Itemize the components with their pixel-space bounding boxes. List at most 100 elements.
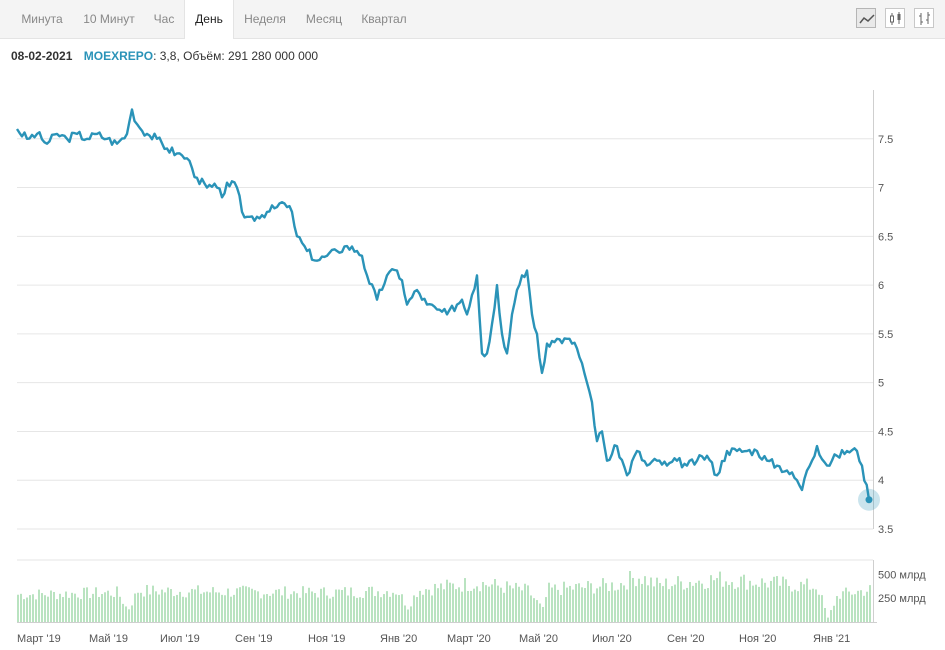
volume-bar — [170, 589, 172, 622]
volume-bar — [437, 588, 439, 622]
volume-bar — [383, 594, 385, 622]
volume-bar — [545, 597, 547, 622]
volume-bar — [698, 580, 700, 622]
volume-bar — [500, 587, 502, 622]
area-chart-button[interactable] — [856, 8, 876, 28]
volume-bar — [83, 587, 85, 622]
volume-bar — [812, 588, 814, 622]
volume-bar — [719, 571, 721, 622]
volume-bar — [401, 594, 403, 622]
volume-bar — [731, 582, 733, 622]
volume-bar — [230, 596, 232, 622]
volume-bar — [74, 593, 76, 622]
volume-bar — [815, 589, 817, 622]
volume-bar — [614, 590, 616, 622]
volume-bar — [578, 583, 580, 622]
volume-bar — [749, 580, 751, 622]
volume-bar — [692, 585, 694, 622]
volume-bar — [563, 581, 565, 622]
volume-bar — [809, 589, 811, 622]
tab-hour[interactable]: Час — [153, 12, 175, 26]
volume-bar — [278, 589, 280, 622]
last-point-marker[interactable] — [865, 496, 873, 504]
volume-bar — [173, 596, 175, 622]
volume-bar — [293, 591, 295, 622]
x-tick-label: Март '20 — [447, 633, 491, 645]
volume-bar — [701, 583, 703, 622]
volume-bar — [566, 587, 568, 622]
tab-week[interactable]: Неделя — [244, 12, 286, 26]
volume-bar — [656, 577, 658, 622]
volume-bar — [767, 587, 769, 622]
volume-bar — [557, 589, 559, 622]
x-tick-label: Июл '19 — [160, 633, 200, 645]
volume-bar — [386, 591, 388, 622]
volume-bar — [308, 587, 310, 622]
volume-bar — [239, 587, 241, 622]
volume-bar — [41, 593, 43, 622]
volume-bar — [248, 587, 250, 622]
volume-bar — [272, 593, 274, 622]
tab-minute[interactable]: Минута — [21, 12, 63, 26]
volume-bar — [473, 588, 475, 622]
volume-bar — [398, 595, 400, 622]
volume-bar — [359, 597, 361, 622]
candlestick-chart-button[interactable] — [885, 8, 905, 28]
x-tick-label: Июл '20 — [592, 633, 632, 645]
volume-bar — [107, 590, 109, 622]
volume-bar — [368, 586, 370, 622]
volume-bar — [200, 593, 202, 622]
volume-bar — [491, 584, 493, 622]
volume-bar — [296, 593, 298, 622]
volume-bar — [299, 597, 301, 622]
volume-bar — [380, 597, 382, 622]
volume-bar — [629, 571, 631, 622]
volume-bar — [605, 583, 607, 622]
volume-bar — [332, 596, 334, 622]
volume-bar — [362, 597, 364, 622]
area-chart-icon — [859, 14, 875, 24]
volume-bar — [164, 592, 166, 622]
volume-bar — [686, 587, 688, 622]
volume-bar — [80, 599, 82, 622]
volume-bar — [140, 592, 142, 622]
x-tick-label: Ноя '19 — [308, 633, 345, 645]
volume-bar — [587, 581, 589, 622]
volume-bar — [716, 578, 718, 622]
volume-bar — [197, 585, 199, 622]
volume-bar — [125, 606, 127, 622]
volume-bar — [392, 592, 394, 622]
volume-bar — [794, 589, 796, 622]
volume-bar — [611, 582, 613, 622]
volume-bar — [422, 594, 424, 622]
volume-bar — [707, 588, 709, 622]
volume-bar — [47, 596, 49, 622]
volume-bar — [851, 594, 853, 622]
volume-bar — [476, 586, 478, 622]
volume-bar — [740, 576, 742, 622]
volume-bar — [689, 581, 691, 622]
volume-bar — [842, 591, 844, 622]
tab-quarter[interactable]: Квартал — [361, 12, 407, 26]
volume-bar — [551, 587, 553, 622]
y-tick-label: 3.5 — [878, 524, 893, 536]
volume-bar — [425, 589, 427, 622]
volume-bar — [617, 589, 619, 622]
volume-bar — [662, 586, 664, 622]
ohlc-bars-button[interactable] — [914, 8, 934, 28]
volume-bar — [593, 593, 595, 622]
volume-bar — [143, 596, 145, 622]
volume-bar — [38, 589, 40, 622]
volume-bar — [626, 589, 628, 622]
tab-10-minutes[interactable]: 10 Минут — [83, 12, 135, 26]
tab-day[interactable]: День — [184, 0, 234, 39]
volume-bar — [443, 589, 445, 622]
volume-bar — [713, 580, 715, 622]
volume-bar — [839, 598, 841, 622]
volume-bar — [773, 576, 775, 622]
volume-bar — [77, 597, 79, 622]
tab-month[interactable]: Месяц — [305, 12, 343, 26]
volume-bar — [854, 594, 856, 622]
volume-bar — [722, 586, 724, 622]
